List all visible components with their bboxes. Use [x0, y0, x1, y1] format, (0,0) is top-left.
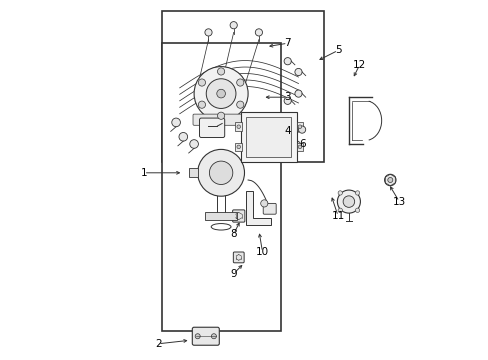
Circle shape: [217, 68, 224, 75]
Circle shape: [284, 58, 291, 65]
Circle shape: [236, 101, 244, 108]
Circle shape: [260, 200, 267, 207]
FancyBboxPatch shape: [192, 327, 219, 345]
Circle shape: [384, 174, 395, 186]
Text: 13: 13: [392, 197, 405, 207]
Circle shape: [343, 196, 354, 207]
Circle shape: [294, 90, 302, 97]
Text: 2: 2: [155, 339, 161, 349]
Circle shape: [255, 29, 262, 36]
Circle shape: [298, 145, 301, 149]
FancyBboxPatch shape: [233, 252, 244, 263]
FancyBboxPatch shape: [232, 210, 244, 222]
Circle shape: [298, 126, 305, 133]
Circle shape: [204, 29, 212, 36]
Circle shape: [217, 112, 224, 120]
Circle shape: [206, 79, 236, 108]
Text: 1: 1: [140, 168, 147, 178]
Circle shape: [211, 334, 216, 339]
Circle shape: [171, 118, 180, 127]
Circle shape: [387, 177, 392, 183]
Circle shape: [198, 101, 205, 108]
Circle shape: [216, 89, 225, 98]
Bar: [241, 112, 296, 162]
Bar: [204, 212, 237, 220]
Circle shape: [230, 22, 237, 29]
Text: 10: 10: [255, 247, 268, 257]
Circle shape: [337, 191, 342, 195]
Bar: [296, 122, 303, 131]
Text: 4: 4: [284, 126, 290, 136]
Circle shape: [355, 208, 359, 212]
Text: 8: 8: [230, 229, 237, 239]
Circle shape: [355, 191, 359, 195]
Circle shape: [197, 149, 244, 196]
Bar: [235, 143, 242, 151]
Bar: [246, 117, 291, 157]
Circle shape: [298, 125, 301, 129]
Bar: [162, 11, 323, 162]
Circle shape: [236, 79, 244, 86]
FancyBboxPatch shape: [263, 203, 276, 214]
Bar: [162, 43, 280, 331]
Circle shape: [209, 161, 232, 184]
Bar: [296, 143, 303, 151]
Text: 3: 3: [284, 92, 290, 102]
Text: 7: 7: [284, 38, 290, 48]
Circle shape: [194, 67, 247, 121]
Circle shape: [237, 125, 240, 129]
Circle shape: [337, 208, 342, 212]
Circle shape: [284, 97, 291, 104]
Circle shape: [195, 334, 200, 339]
Text: 12: 12: [352, 60, 366, 70]
Bar: [235, 122, 242, 131]
Circle shape: [237, 145, 240, 149]
Polygon shape: [246, 191, 271, 225]
FancyBboxPatch shape: [199, 118, 224, 138]
Bar: [188, 168, 197, 177]
Circle shape: [179, 132, 187, 141]
Text: 5: 5: [334, 45, 341, 55]
Circle shape: [198, 79, 205, 86]
Text: 6: 6: [298, 139, 305, 149]
Text: 9: 9: [230, 269, 237, 279]
Circle shape: [337, 190, 360, 213]
Circle shape: [189, 140, 198, 148]
FancyBboxPatch shape: [193, 114, 249, 125]
Circle shape: [294, 68, 302, 76]
Text: 11: 11: [331, 211, 344, 221]
